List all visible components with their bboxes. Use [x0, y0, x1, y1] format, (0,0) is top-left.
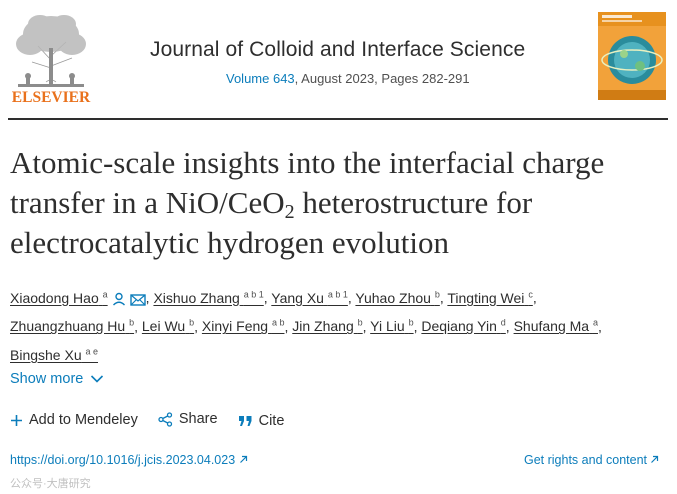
journal-issue-line: Volume 643, August 2023, Pages 282-291: [226, 71, 470, 86]
author-link[interactable]: Jin Zhang b: [292, 317, 363, 335]
title-text-part2: heterostructure for electrocatalytic hyd…: [10, 185, 533, 260]
author-link[interactable]: Xinyi Feng a b: [201, 317, 285, 335]
external-link-icon: [239, 455, 247, 463]
external-link-icon: [651, 455, 659, 463]
cite-button[interactable]: Cite: [238, 413, 284, 429]
get-rights-link[interactable]: Get rights and content: [524, 453, 659, 467]
author-link[interactable]: Bingshe Xu a e: [10, 346, 99, 363]
issue-info: , August 2023, Pages 282-291: [294, 71, 470, 86]
show-more-button[interactable]: Show more: [10, 371, 104, 387]
share-icon: [158, 411, 173, 427]
chevron-down-icon: [91, 375, 104, 383]
author-list: Xiaodong Hao a, Xishuo Zhang a b 1, Yang…: [10, 289, 602, 363]
title-subscript: 2: [284, 201, 295, 223]
author-link[interactable]: Yuhao Zhou b: [355, 289, 440, 306]
author-link[interactable]: Deqiang Yin d: [421, 317, 506, 335]
add-to-mendeley-button[interactable]: Add to Mendeley: [10, 412, 138, 428]
elsevier-logo[interactable]: ELSEVIER: [8, 8, 94, 106]
author-link[interactable]: Yang Xu a b 1: [271, 289, 348, 306]
plus-icon: [11, 414, 22, 426]
author-link[interactable]: Shufang Ma a: [513, 317, 598, 335]
article-title: Atomic-scale insights into the interfaci…: [10, 143, 670, 263]
envelope-icon[interactable]: [129, 293, 146, 306]
watermark: 公众号·大唐研究: [10, 478, 91, 490]
article-actions: Add to Mendeley Share Cite: [10, 411, 300, 431]
journal-title[interactable]: Journal of Colloid and Interface Science: [150, 38, 526, 61]
author-link[interactable]: Xiaodong Hao a: [10, 289, 108, 306]
doi-link[interactable]: https://doi.org/10.1016/j.jcis.2023.04.0…: [10, 453, 248, 467]
quote-icon: [238, 415, 252, 426]
volume-link[interactable]: Volume 643: [226, 71, 295, 86]
author-link[interactable]: Zhuangzhuang Hu b: [10, 317, 135, 335]
title-text-part1: Atomic-scale insights into the interfaci…: [10, 145, 605, 220]
header-divider: [8, 118, 668, 120]
elsevier-wordmark: ELSEVIER: [12, 89, 91, 106]
journal-header: ELSEVIER Journal of Colloid and Interfac…: [0, 0, 677, 118]
author-link[interactable]: Yi Liu b: [370, 317, 414, 335]
person-icon[interactable]: [112, 292, 126, 306]
share-button[interactable]: Share: [158, 411, 218, 427]
journal-cover-thumbnail[interactable]: [598, 12, 666, 100]
author-link[interactable]: Lei Wu b: [141, 317, 195, 335]
author-link[interactable]: Xishuo Zhang a b 1: [153, 289, 264, 306]
author-link[interactable]: Tingting Wei c: [447, 289, 533, 306]
